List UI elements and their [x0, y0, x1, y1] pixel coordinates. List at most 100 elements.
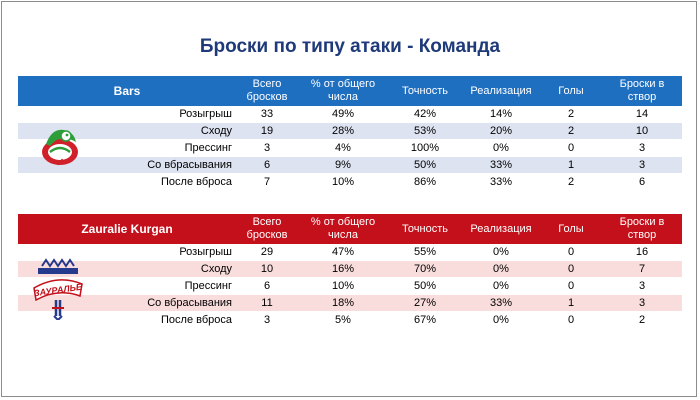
table-row: Розыгрыш 29 47% 55% 0% 0 16 [18, 244, 682, 261]
col-header-total: Всего бросков [236, 76, 298, 106]
total-shots-cell: 33 [236, 106, 298, 123]
on-target-cell: 10 [602, 122, 682, 140]
goals-cell: 2 [540, 106, 602, 123]
total-shots-cell: 7 [236, 173, 298, 191]
on-target-cell: 3 [602, 156, 682, 174]
attack-type-cell: После вброса [18, 311, 236, 329]
goals-cell: 0 [540, 311, 602, 329]
goals-cell: 0 [540, 244, 602, 261]
accuracy-cell: 86% [388, 173, 462, 191]
goals-cell: 2 [540, 122, 602, 140]
attack-type-cell: Розыгрыш [18, 106, 236, 123]
attack-type-cell: После вброса [18, 173, 236, 191]
total-shots-cell: 29 [236, 244, 298, 261]
accuracy-cell: 42% [388, 106, 462, 123]
realization-cell: 14% [462, 106, 540, 123]
col-header-accuracy: Точность [388, 76, 462, 106]
realization-cell: 0% [462, 244, 540, 261]
col-header-total: Всего бросков [236, 214, 298, 244]
total-shots-cell: 10 [236, 260, 298, 278]
bars-shots-table: Bars Всего бросков % от общего числа Точно… [18, 76, 682, 191]
table-row: Сходу 19 28% 53% 20% 2 10 [18, 122, 682, 140]
goals-cell: 1 [540, 156, 602, 174]
total-shots-cell: 11 [236, 294, 298, 312]
goals-cell: 0 [540, 139, 602, 157]
table-row: После вброса 7 10% 86% 33% 2 6 [18, 173, 682, 191]
kurgan-rows: Розыгрыш 29 47% 55% 0% 0 16 Сходу 10 16% 70% 0% 0 7 Пр… [18, 244, 682, 329]
realization-cell: 0% [462, 277, 540, 295]
table-row: Прессинг 6 10% 50% 0% 0 3 [18, 277, 682, 295]
table-row: Со вбрасывания 11 18% 27% 33% 1 3 [18, 294, 682, 312]
bars-leopard-logo-icon [42, 129, 78, 166]
realization-cell: 33% [462, 156, 540, 174]
on-target-cell: 7 [602, 260, 682, 278]
bars-rows: Розыгрыш 33 49% 42% 14% 2 14 Сходу 19 28% 53% 20% 2 1… [18, 106, 682, 191]
col-header-percent: % от общего числа [298, 214, 388, 244]
total-shots-cell: 6 [236, 277, 298, 295]
accuracy-cell: 70% [388, 260, 462, 278]
on-target-cell: 14 [602, 106, 682, 123]
accuracy-cell: 55% [388, 244, 462, 261]
on-target-cell: 3 [602, 277, 682, 295]
table-row: Сходу 10 16% 70% 0% 0 7 [18, 260, 682, 278]
table-row: После вброса 3 5% 67% 0% 0 2 [18, 311, 682, 329]
accuracy-cell: 50% [388, 156, 462, 174]
accuracy-cell: 67% [388, 311, 462, 329]
accuracy-cell: 27% [388, 294, 462, 312]
percent-cell: 9% [298, 156, 388, 174]
accuracy-cell: 100% [388, 139, 462, 157]
percent-cell: 49% [298, 106, 388, 123]
col-header-on-target: Броски в створ [602, 214, 682, 244]
zauralie-logo-icon: ЗАУРАЛЬЕ [33, 258, 84, 320]
total-shots-cell: 6 [236, 156, 298, 174]
col-header-goals: Голы [540, 76, 602, 106]
total-shots-cell: 19 [236, 122, 298, 140]
realization-cell: 33% [462, 294, 540, 312]
on-target-cell: 3 [602, 294, 682, 312]
goals-cell: 0 [540, 260, 602, 278]
goals-cell: 1 [540, 294, 602, 312]
percent-cell: 10% [298, 277, 388, 295]
on-target-cell: 6 [602, 173, 682, 191]
team-name: Zauralie Kurgan [18, 214, 236, 244]
col-header-accuracy: Точность [388, 214, 462, 244]
col-header-realization: Реализация [462, 214, 540, 244]
percent-cell: 47% [298, 244, 388, 261]
table-row: Розыгрыш 33 49% 42% 14% 2 14 [18, 106, 682, 123]
attack-type-cell: Со вбрасывания [18, 294, 236, 312]
percent-cell: 18% [298, 294, 388, 312]
attack-type-cell: Со вбрасывания [18, 156, 236, 174]
col-header-realization: Реализация [462, 76, 540, 106]
table-header-row: Zauralie Kurgan Всего бросков % от общего… [18, 214, 682, 244]
accuracy-cell: 50% [388, 277, 462, 295]
goals-cell: 0 [540, 277, 602, 295]
goals-cell: 2 [540, 173, 602, 191]
percent-cell: 4% [298, 139, 388, 157]
realization-cell: 0% [462, 260, 540, 278]
percent-cell: 5% [298, 311, 388, 329]
percent-cell: 28% [298, 122, 388, 140]
realization-cell: 0% [462, 139, 540, 157]
total-shots-cell: 3 [236, 311, 298, 329]
col-header-percent: % от общего числа [298, 76, 388, 106]
on-target-cell: 2 [602, 311, 682, 329]
table-row: Со вбрасывания 6 9% 50% 33% 1 3 [18, 156, 682, 174]
total-shots-cell: 3 [236, 139, 298, 157]
team-name: Bars [18, 76, 236, 106]
kurgan-shots-table: Zauralie Kurgan Всего бросков % от общего… [18, 214, 682, 329]
on-target-cell: 3 [602, 139, 682, 157]
on-target-cell: 16 [602, 244, 682, 261]
attack-type-cell: Розыгрыш [18, 244, 236, 261]
table-header-row: Bars Всего бросков % от общего числа Точно… [18, 76, 682, 106]
realization-cell: 0% [462, 311, 540, 329]
col-header-goals: Голы [540, 214, 602, 244]
percent-cell: 16% [298, 260, 388, 278]
realization-cell: 20% [462, 122, 540, 140]
col-header-on-target: Броски в створ [602, 76, 682, 106]
table-row: Прессинг 3 4% 100% 0% 0 3 [18, 139, 682, 157]
percent-cell: 10% [298, 173, 388, 191]
page-title: Броски по типу атаки - Команда [199, 36, 501, 57]
realization-cell: 33% [462, 173, 540, 191]
accuracy-cell: 53% [388, 122, 462, 140]
